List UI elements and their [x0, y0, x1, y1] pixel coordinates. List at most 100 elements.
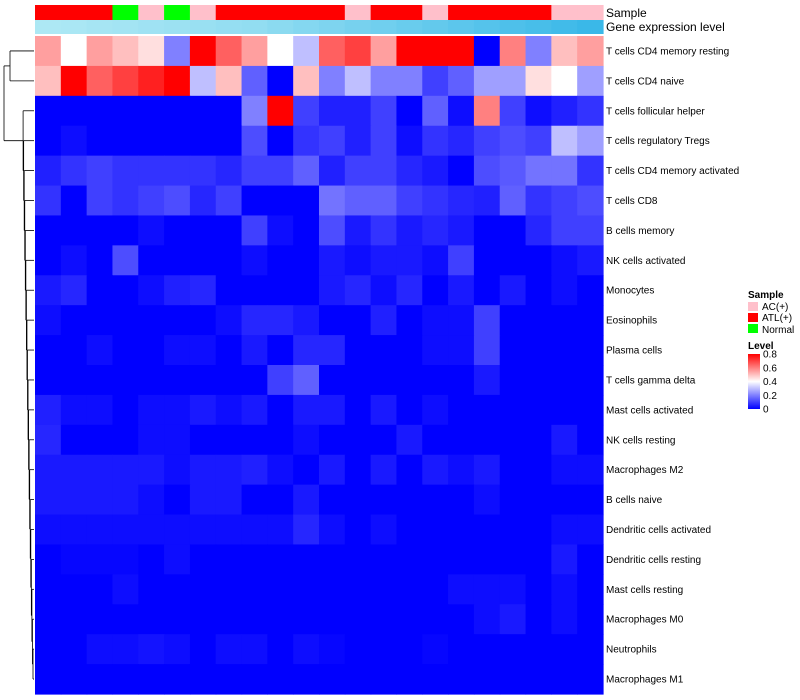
heatmap-cell: [319, 335, 346, 366]
heatmap-cell: [267, 245, 294, 276]
heatmap-cell: [164, 484, 191, 516]
heatmap-cell: [344, 514, 372, 546]
heatmap-cell: [577, 514, 604, 546]
heatmap-cell: [422, 305, 449, 336]
heatmap-cell: [473, 634, 501, 665]
heatmap-cell: [164, 544, 191, 575]
heatmap-cell: [215, 424, 243, 456]
heatmap-cell: [138, 275, 165, 306]
heatmap-cell: [448, 664, 475, 695]
legend-level-tick: 0: [763, 405, 769, 416]
heatmap-cell: [164, 245, 191, 276]
heatmap-cell: [473, 245, 501, 276]
heatmap-cell: [396, 394, 423, 426]
heatmap-cell: [164, 454, 191, 486]
heatmap-cell: [551, 215, 578, 246]
row-label: B cells memory: [606, 226, 674, 237]
heatmap-cell: [396, 275, 423, 306]
heatmap-cell: [215, 664, 243, 695]
heatmap-cell: [344, 36, 372, 67]
heatmap-cell: [215, 484, 243, 516]
heatmap-cell: [215, 574, 243, 605]
heatmap-cell: [499, 335, 527, 366]
heatmap-cell: [370, 335, 398, 366]
sample-annotation-cell: [422, 5, 449, 20]
row-label: Macrophages M0: [606, 615, 684, 626]
heatmap-cell: [577, 604, 604, 635]
row-label: Monocytes: [606, 286, 654, 297]
sample-annotation-cell: [35, 5, 62, 20]
heatmap-cell: [112, 215, 139, 246]
heatmap-cell: [215, 305, 243, 336]
heatmap-cell: [319, 484, 346, 516]
heatmap-cell: [86, 275, 114, 306]
expression-annotation-cell: [370, 20, 398, 34]
heatmap-cell: [344, 365, 372, 396]
heatmap-cell: [60, 604, 88, 635]
sample-annotation-cell: [267, 5, 294, 20]
heatmap-cell: [525, 394, 552, 426]
heatmap-cell: [370, 155, 398, 187]
heatmap-cell: [370, 664, 398, 695]
heatmap-cell: [241, 514, 268, 546]
heatmap-cell: [396, 305, 423, 336]
heatmap-cell: [267, 95, 294, 127]
heatmap-cell: [344, 664, 372, 695]
heatmap-cell: [525, 215, 552, 246]
heatmap-cell: [112, 604, 139, 635]
heatmap-cell: [370, 634, 398, 665]
heatmap-cell: [422, 664, 449, 695]
heatmap-cell: [499, 484, 527, 516]
legend-title-sample: Sample: [748, 290, 784, 301]
heatmap-cell: [551, 365, 578, 396]
heatmap-cell: [215, 335, 243, 366]
heatmap-cell: [112, 664, 139, 695]
heatmap-cell: [319, 275, 346, 306]
heatmap-cell: [60, 65, 88, 97]
heatmap-cell: [86, 215, 114, 246]
heatmap-cell: [60, 514, 88, 546]
heatmap-cell: [319, 454, 346, 486]
heatmap-cell: [86, 335, 114, 366]
heatmap-cell: [293, 574, 320, 605]
heatmap-cell: [422, 514, 449, 546]
heatmap-cell: [499, 245, 527, 276]
heatmap-cell: [164, 365, 191, 396]
heatmap-cell: [86, 36, 114, 67]
heatmap-cell: [473, 574, 501, 605]
heatmap-cell: [525, 365, 552, 396]
sample-annotation-cell: [86, 5, 114, 20]
heatmap-cell: [422, 245, 449, 276]
heatmap-cell: [396, 215, 423, 246]
heatmap-cell: [577, 36, 604, 67]
heatmap-cell: [525, 305, 552, 336]
heatmap-cell: [138, 185, 165, 217]
heatmap-cell: [35, 604, 62, 635]
annotation-label-sample: Sample: [606, 6, 647, 20]
row-label: Neutrophils: [606, 645, 657, 656]
heatmap-cell: [370, 394, 398, 426]
row-label: Dendritic cells activated: [606, 525, 711, 536]
heatmap-cell: [164, 36, 191, 67]
heatmap-cell: [499, 125, 527, 157]
heatmap-cell: [396, 574, 423, 605]
heatmap-cell: [86, 365, 114, 396]
heatmap-cell: [86, 664, 114, 695]
heatmap-cell: [499, 65, 527, 97]
heatmap-cell: [86, 634, 114, 665]
heatmap-cell: [293, 634, 320, 665]
expression-annotation-cell: [112, 20, 139, 34]
heatmap-cell: [448, 424, 475, 456]
heatmap-cell: [138, 634, 165, 665]
heatmap-cell: [499, 394, 527, 426]
heatmap-cell: [164, 305, 191, 336]
heatmap-cell: [112, 185, 139, 217]
heatmap-cell: [551, 245, 578, 276]
heatmap-cell: [86, 574, 114, 605]
heatmap-cell: [473, 454, 501, 486]
heatmap-cell: [344, 185, 372, 217]
heatmap-cell: [138, 95, 165, 127]
heatmap-cell: [499, 424, 527, 456]
heatmap-cell: [525, 604, 552, 635]
heatmap-cell: [60, 215, 88, 246]
